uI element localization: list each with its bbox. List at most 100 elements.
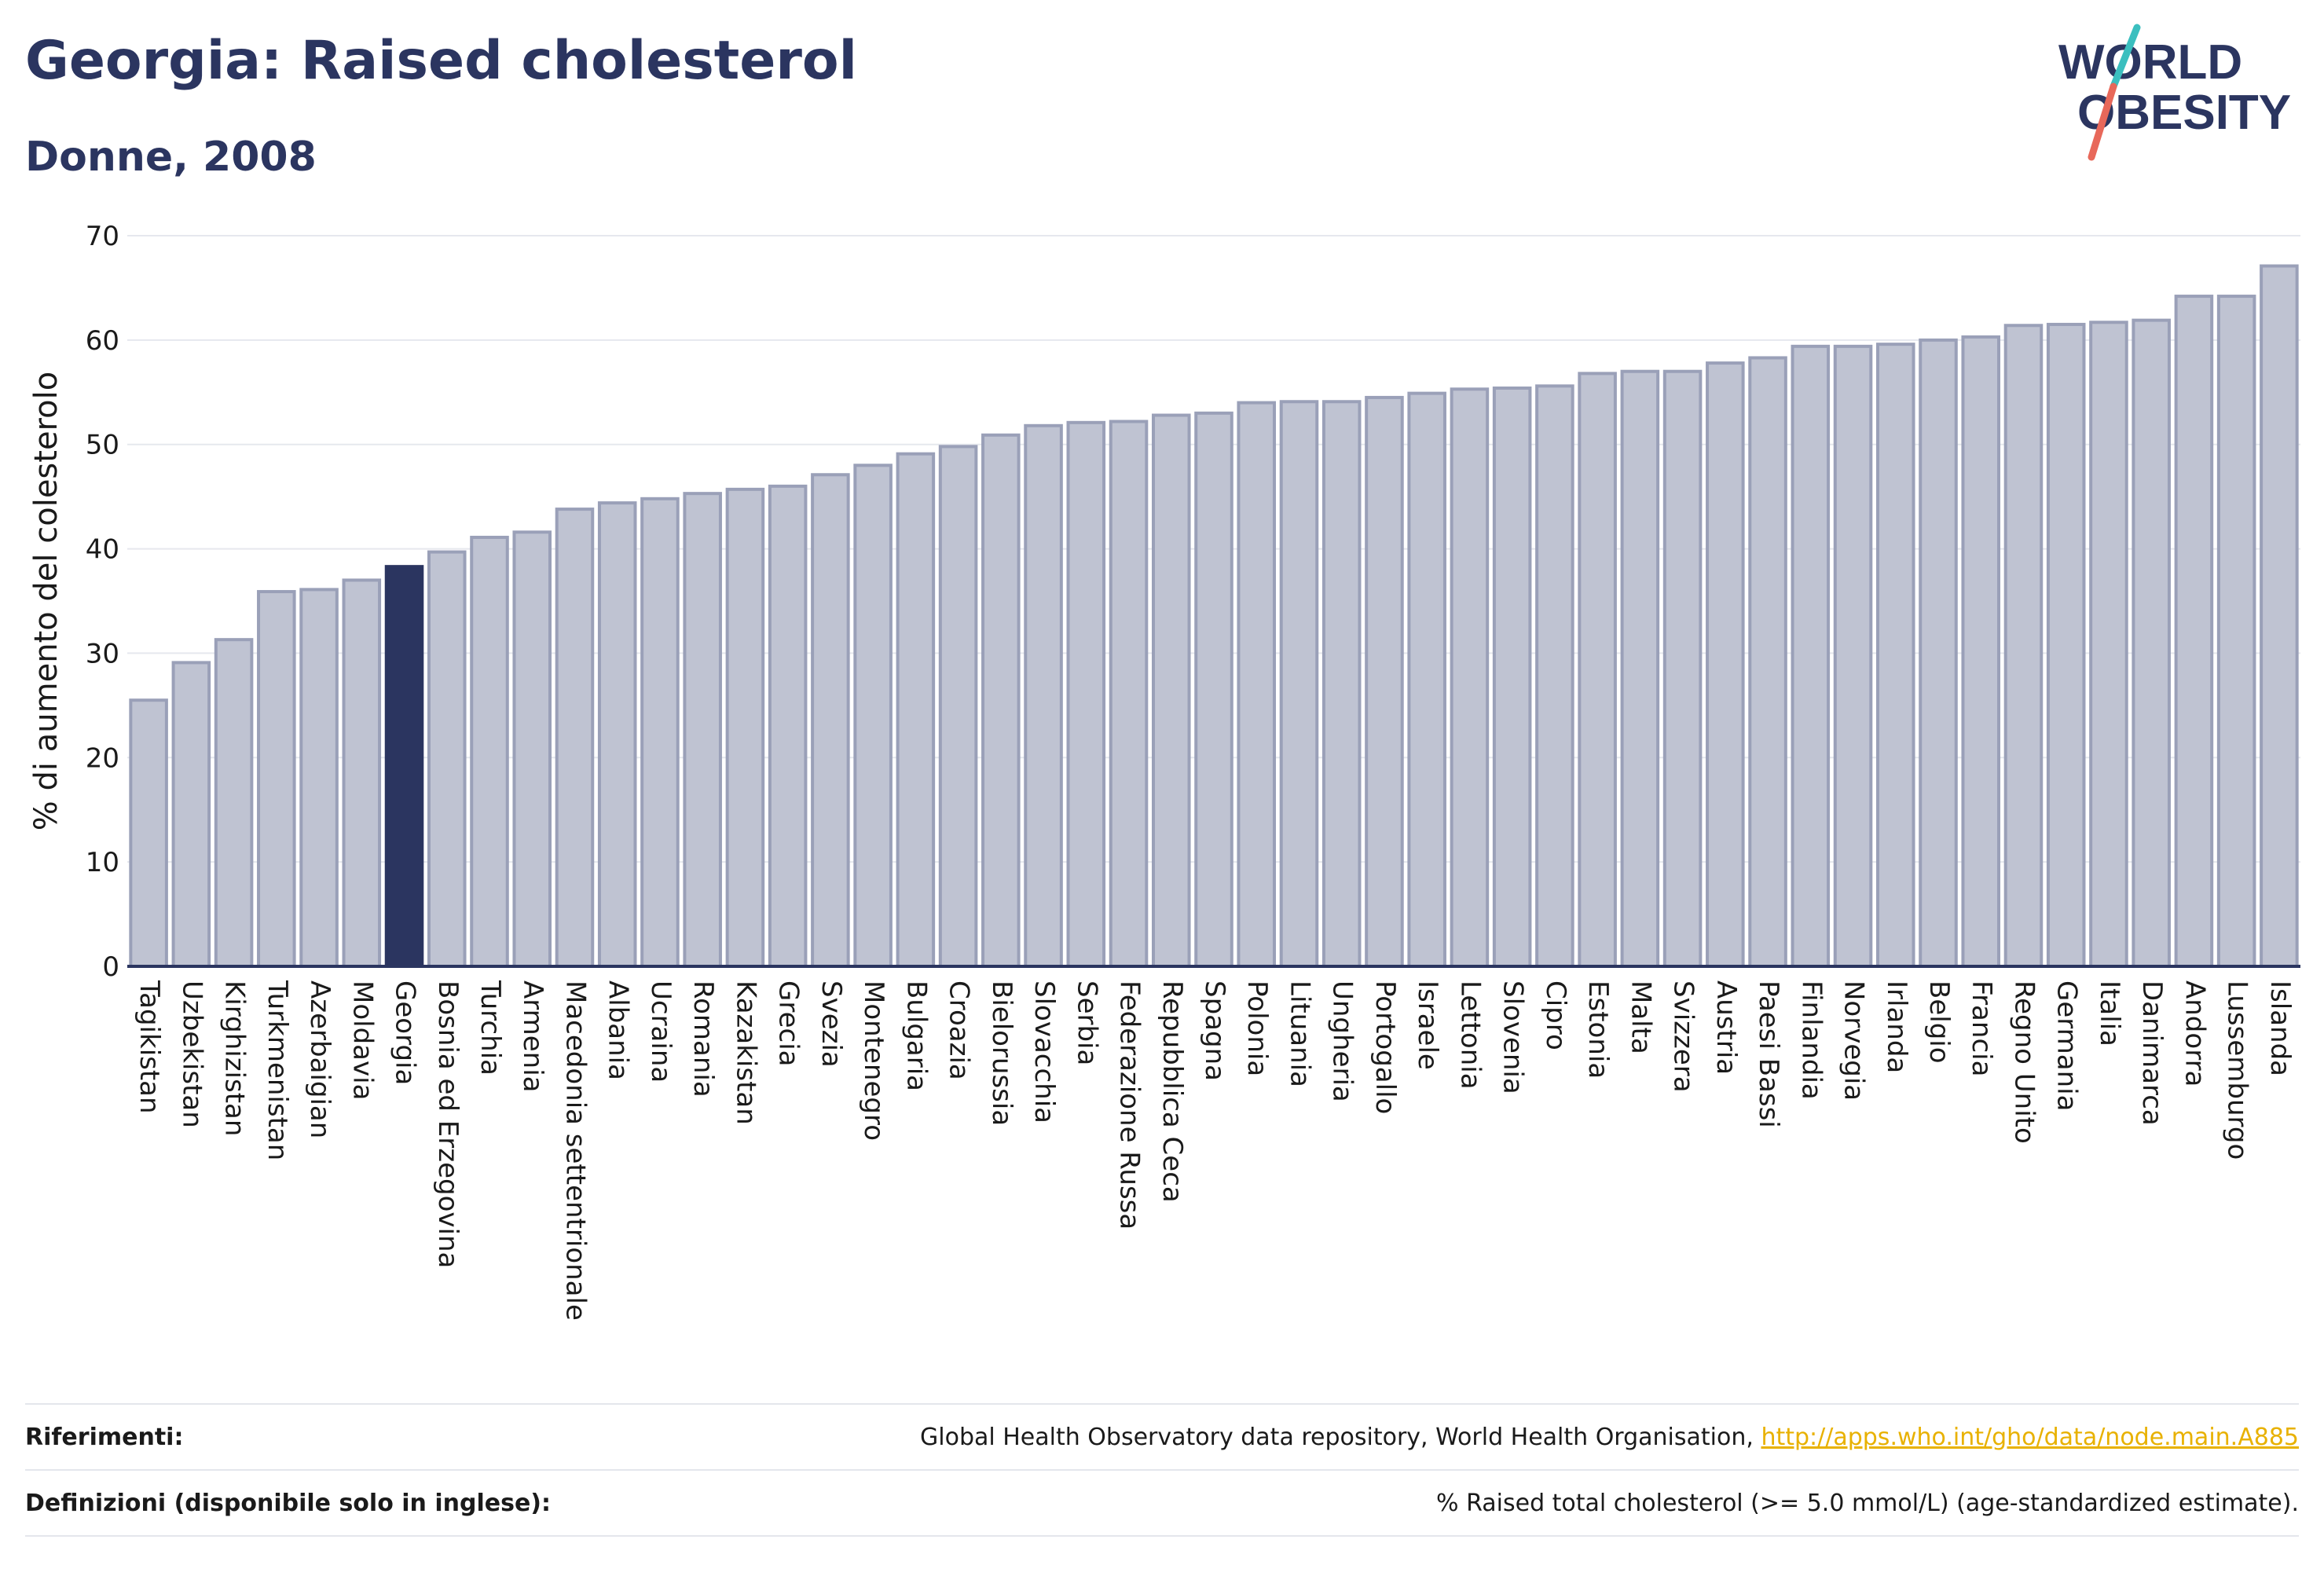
x-tick-label: Estonia bbox=[1582, 980, 1614, 1079]
bar bbox=[1578, 372, 1617, 969]
x-tick-label: Irlanda bbox=[1881, 980, 1912, 1073]
x-tick-label: Malta bbox=[1625, 980, 1656, 1054]
bar bbox=[1066, 420, 1106, 969]
bar bbox=[597, 501, 637, 969]
bar bbox=[1833, 344, 1873, 969]
y-tick-label: 50 bbox=[86, 430, 119, 461]
x-tick-label: Ucraina bbox=[645, 980, 676, 1083]
definitions-label: Definizioni (disponibile solo in inglese… bbox=[25, 1489, 551, 1517]
bar bbox=[1024, 423, 1063, 968]
bar bbox=[1407, 391, 1446, 969]
bar bbox=[384, 565, 424, 968]
bar bbox=[2003, 324, 2044, 968]
x-tick-label: Austria bbox=[1710, 980, 1742, 1075]
x-tick-label: Finlandia bbox=[1795, 980, 1827, 1100]
x-tick-label: Serbia bbox=[1071, 980, 1102, 1065]
bar bbox=[1450, 387, 1490, 969]
bar bbox=[1194, 411, 1233, 969]
bar bbox=[1321, 400, 1362, 968]
bar bbox=[1237, 401, 1277, 969]
bar bbox=[1279, 400, 1319, 968]
x-tick-label: Slovacchia bbox=[1028, 980, 1060, 1123]
bar bbox=[683, 492, 722, 968]
x-tick-label: Italia bbox=[2094, 980, 2125, 1046]
x-tick-label: Norvegia bbox=[1838, 980, 1870, 1101]
y-tick-label: 70 bbox=[86, 221, 119, 252]
bar bbox=[299, 588, 339, 968]
x-tick-label: Repubblica Ceca bbox=[1157, 980, 1188, 1203]
bar bbox=[257, 590, 296, 968]
bar bbox=[2132, 318, 2171, 969]
x-tick-label: Svizzera bbox=[1668, 980, 1699, 1093]
bar bbox=[470, 535, 509, 968]
y-tick-label: 30 bbox=[86, 638, 119, 669]
world-obesity-logo: WORLD OBESITY bbox=[2058, 24, 2291, 161]
bar bbox=[2260, 264, 2299, 969]
x-tick-label: Uzbekistan bbox=[176, 980, 207, 1128]
bar bbox=[2089, 321, 2128, 968]
bar bbox=[1109, 420, 1149, 968]
y-tick-label: 0 bbox=[102, 951, 119, 983]
x-tick-label: Ungheria bbox=[1327, 980, 1358, 1102]
x-tick-label: Islanda bbox=[2264, 980, 2296, 1076]
x-tick-label: Moldavia bbox=[346, 980, 378, 1100]
bar bbox=[981, 433, 1021, 968]
bar bbox=[2174, 295, 2214, 969]
references-text: Global Health Observatory data repositor… bbox=[920, 1423, 1761, 1451]
bar bbox=[725, 487, 765, 969]
x-tick-label: Turkmenistan bbox=[262, 980, 293, 1160]
x-tick-label: Spagna bbox=[1199, 980, 1230, 1081]
x-tick-label: Lussemburgo bbox=[2222, 980, 2253, 1160]
bar bbox=[214, 638, 254, 969]
y-tick-label: 10 bbox=[86, 847, 119, 878]
x-tick-label: Portogallo bbox=[1369, 980, 1401, 1114]
x-tick-label: Tagikistan bbox=[134, 980, 165, 1114]
definitions-row: Definizioni (disponibile solo in inglese… bbox=[25, 1469, 2299, 1537]
bar bbox=[1748, 356, 1787, 968]
bar bbox=[2216, 295, 2256, 969]
logo-slash-coral bbox=[2088, 82, 2117, 161]
bar bbox=[1151, 413, 1191, 968]
x-tick-label: Albania bbox=[603, 980, 634, 1080]
y-axis-label: % di aumento del colesterolo bbox=[28, 372, 64, 830]
chart-title: Georgia: Raised cholesterol bbox=[25, 30, 857, 92]
footer: Riferimenti: Global Health Observatory d… bbox=[25, 1403, 2299, 1537]
bar bbox=[768, 484, 808, 969]
x-tick-label: Lettonia bbox=[1454, 980, 1486, 1090]
x-tick-label: Francia bbox=[1966, 980, 1997, 1076]
x-tick-label: Federazione Russa bbox=[1114, 980, 1146, 1230]
bar bbox=[896, 452, 936, 968]
bar bbox=[853, 464, 893, 968]
x-tick-label: Svezia bbox=[816, 980, 847, 1068]
x-tick-label: Kazakistan bbox=[730, 980, 761, 1125]
y-tick-label: 40 bbox=[86, 534, 119, 566]
bar bbox=[171, 661, 211, 969]
bar bbox=[1919, 338, 1958, 969]
x-tick-label: Georgia bbox=[390, 980, 421, 1085]
bar bbox=[1961, 335, 2001, 969]
bar bbox=[427, 550, 467, 968]
x-tick-label: Montenegro bbox=[858, 980, 889, 1141]
bar bbox=[1662, 369, 1703, 968]
references-label: Riferimenti: bbox=[25, 1423, 184, 1451]
bar bbox=[342, 578, 382, 968]
bar bbox=[938, 445, 978, 969]
bar bbox=[1791, 344, 1831, 969]
references-row: Riferimenti: Global Health Observatory d… bbox=[25, 1403, 2299, 1469]
x-tick-label: Armenia bbox=[517, 980, 548, 1093]
references-link[interactable]: http://apps.who.int/gho/data/node.main.A… bbox=[1761, 1423, 2299, 1451]
y-tick-label: 20 bbox=[86, 742, 119, 774]
x-tick-label: Croazia bbox=[944, 980, 975, 1080]
x-tick-label: Israele bbox=[1412, 980, 1443, 1070]
bar-chart: 0 10 20 30 40 50 60 70 % di aumento del colester… bbox=[28, 221, 2300, 1321]
x-tick-label: Polonia bbox=[1241, 980, 1273, 1076]
bar bbox=[1365, 395, 1404, 968]
logo-slash-teal bbox=[2110, 24, 2141, 90]
bar bbox=[2046, 322, 2086, 968]
x-tick-label: Belgio bbox=[1923, 980, 1955, 1064]
x-tick-label: Cipro bbox=[1540, 980, 1571, 1050]
y-tick-label: 60 bbox=[86, 325, 119, 357]
x-tick-label: Azerbaigian bbox=[304, 980, 335, 1138]
chart-area: 0 10 20 30 40 50 60 70 % di aumento del colester… bbox=[0, 196, 2324, 1391]
x-tick-label: Regno Unito bbox=[2008, 980, 2040, 1144]
